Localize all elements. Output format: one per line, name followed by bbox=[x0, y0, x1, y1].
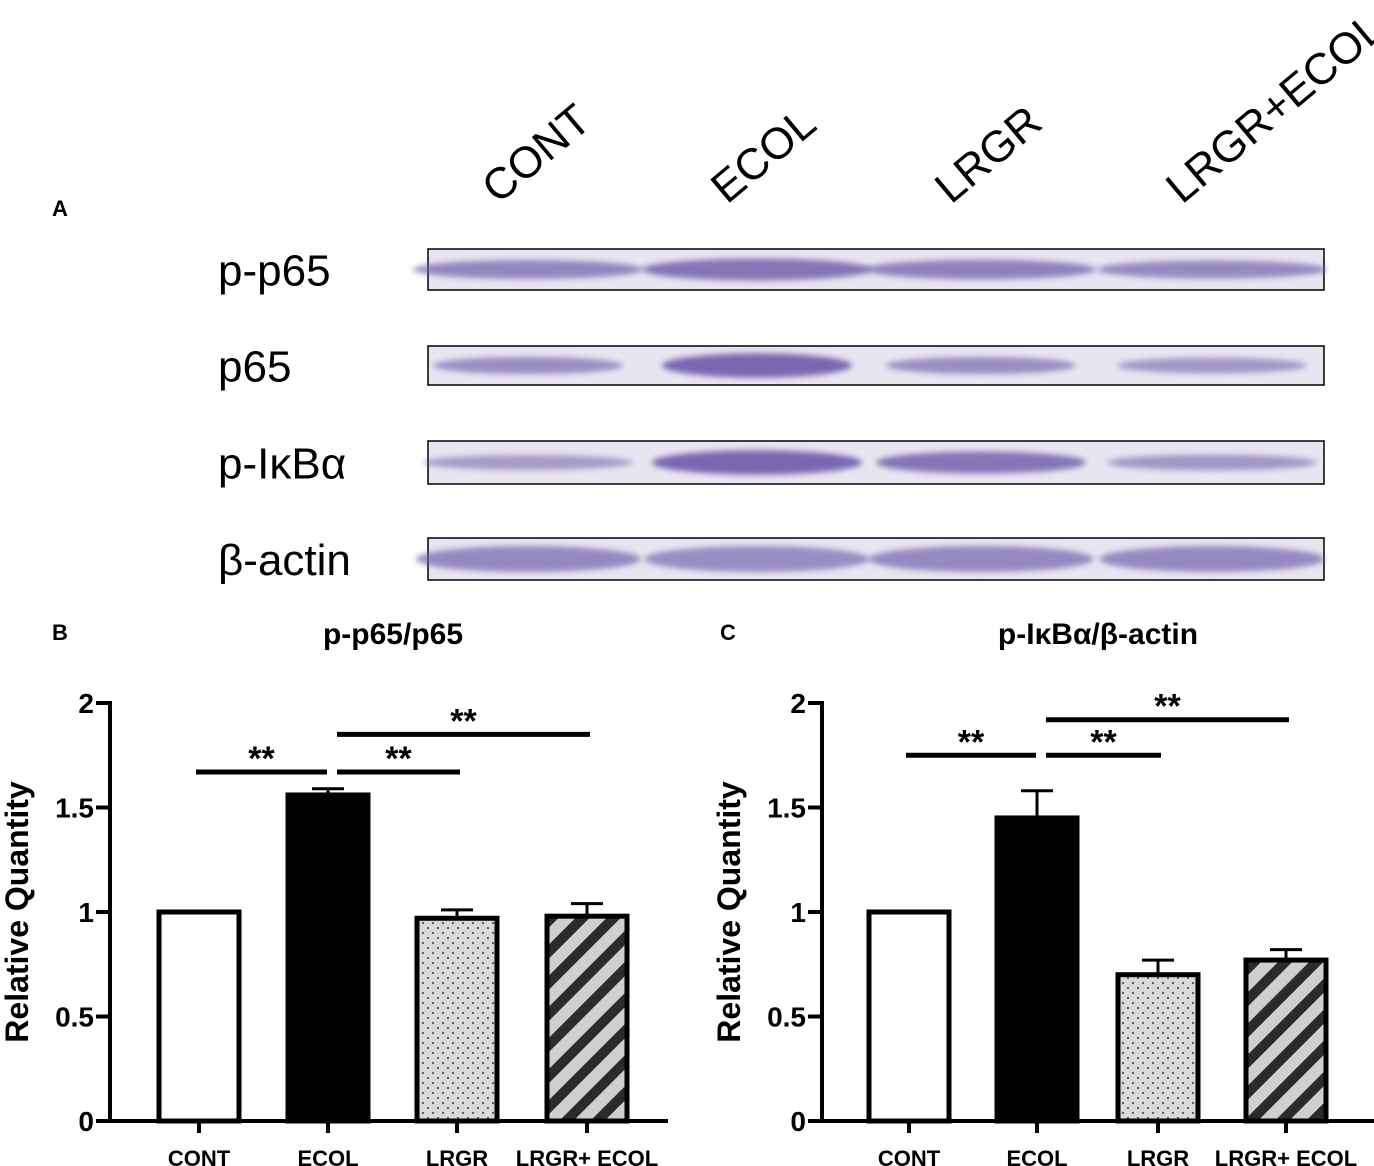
bar-ecol bbox=[994, 815, 1080, 1124]
y-tick-label: 0.5 bbox=[55, 1002, 94, 1033]
lane-labels: CONT ECOL LRGR LRGR+ECOL bbox=[473, 3, 1374, 213]
blot-row-p65: p65 bbox=[218, 343, 1325, 392]
blot-row-label: p-p65 bbox=[218, 247, 331, 296]
blot-band bbox=[886, 356, 1076, 375]
lane-label-lrgr: LRGR bbox=[926, 97, 1051, 213]
y-tick-label: 2 bbox=[790, 688, 806, 719]
x-tick-label: ECOL bbox=[297, 1146, 358, 1166]
blot-band bbox=[662, 353, 852, 378]
blot-band bbox=[1099, 546, 1325, 572]
blot-row-label: p65 bbox=[218, 343, 291, 392]
significance-label: ** bbox=[958, 723, 985, 761]
bar-lrgr-ecol bbox=[544, 913, 630, 1124]
chart-p-p65-p65: p-p65/p65 Relative Quantity 0 0.5 1 1.5 2 CONT E… bbox=[0, 618, 668, 1166]
x-tick-label: LRGR bbox=[426, 1146, 488, 1166]
x-tick-label: LRGR bbox=[1127, 1146, 1189, 1166]
lane-label-cont: CONT bbox=[473, 95, 600, 213]
lane-label-lrgr-ecol: LRGR+ECOL bbox=[1157, 3, 1374, 213]
x-tick-label: ECOL bbox=[1006, 1146, 1067, 1166]
y-tick-label: 1.5 bbox=[767, 793, 806, 824]
blot-band bbox=[652, 450, 862, 475]
blot-band bbox=[868, 546, 1094, 572]
significance-label: ** bbox=[1154, 688, 1181, 726]
x-tick-label: LRGR+ ECOL bbox=[1215, 1146, 1357, 1166]
panel-label-a: A bbox=[52, 196, 68, 221]
chart-p-ikba-beta-actin: p-IκBα/β-actin Relative Quantity 0 0.5 1 1.5 2… bbox=[711, 618, 1374, 1166]
blot-row-label: p-IκBα bbox=[218, 440, 346, 489]
blot-band bbox=[866, 259, 1096, 280]
y-axis-label: Relative Quantity bbox=[711, 781, 747, 1043]
lane-label-ecol: ECOL bbox=[702, 98, 825, 213]
blot-band bbox=[1107, 454, 1317, 471]
blot-band bbox=[1117, 357, 1307, 374]
blot-band bbox=[413, 260, 643, 279]
blot-band bbox=[423, 455, 633, 470]
y-tick-label: 2 bbox=[78, 688, 94, 719]
bar-cont bbox=[866, 909, 952, 1124]
blot-band bbox=[876, 451, 1086, 474]
chart-title: p-p65/p65 bbox=[323, 618, 463, 651]
x-tick-label: LRGR+ ECOL bbox=[516, 1146, 658, 1166]
significance-label: ** bbox=[385, 740, 412, 778]
bar-lrgr bbox=[1115, 972, 1201, 1124]
panel-label-b: B bbox=[52, 620, 68, 645]
significance-label: ** bbox=[248, 740, 275, 778]
y-tick-label: 0 bbox=[790, 1106, 806, 1137]
y-tick-label: 1 bbox=[78, 897, 94, 928]
significance-label: ** bbox=[1090, 723, 1117, 761]
y-tick-label: 0 bbox=[78, 1106, 94, 1137]
blot-band bbox=[642, 258, 872, 281]
panel-label-c: C bbox=[720, 620, 736, 645]
chart-title: p-IκBα/β-actin bbox=[998, 618, 1198, 651]
blot-band bbox=[415, 546, 641, 572]
bar-cont bbox=[156, 909, 242, 1124]
blot-band bbox=[1097, 260, 1327, 279]
blot-band bbox=[644, 546, 870, 572]
blot-band bbox=[433, 356, 623, 375]
x-tick-label: CONT bbox=[878, 1146, 941, 1166]
bar-lrgr-ecol bbox=[1243, 957, 1329, 1124]
blot-row-actin: β-actin bbox=[218, 536, 1325, 585]
blot-row-p-i-b: p-IκBα bbox=[218, 440, 1325, 489]
y-tick-label: 1 bbox=[790, 897, 806, 928]
western-blot: p-p65 p65 p-IκBα β-actin bbox=[218, 247, 1327, 585]
significance-label: ** bbox=[450, 702, 477, 740]
blot-row-p-p65: p-p65 bbox=[218, 247, 1327, 296]
blot-row-label: β-actin bbox=[218, 536, 351, 585]
bar-ecol bbox=[285, 792, 371, 1124]
y-tick-label: 0.5 bbox=[767, 1002, 806, 1033]
bar-lrgr bbox=[414, 915, 500, 1124]
y-axis-label: Relative Quantity bbox=[0, 781, 35, 1043]
y-tick-label: 1.5 bbox=[55, 793, 94, 824]
x-tick-label: CONT bbox=[168, 1146, 231, 1166]
